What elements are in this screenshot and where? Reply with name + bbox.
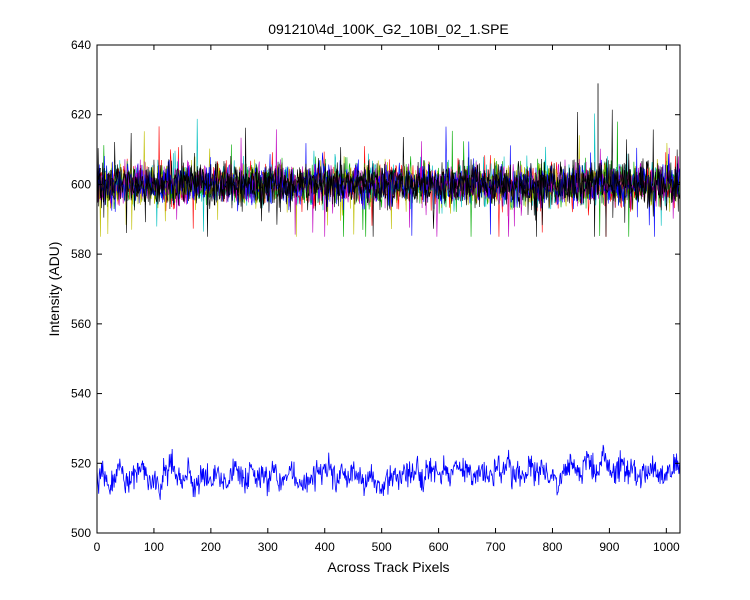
x-tick-label: 500 [372, 540, 392, 554]
y-tick-label: 500 [71, 526, 91, 540]
x-tick-label: 300 [258, 540, 278, 554]
x-tick-label: 800 [542, 540, 562, 554]
y-tick-label: 620 [71, 108, 91, 122]
series-line-frame-8 [96, 109, 681, 237]
ticks-layer: 0 100 200 300 400 500 600 700 800 900 1000 500 520 54… [71, 38, 680, 554]
x-axis-label: Across Track Pixels [327, 559, 449, 575]
plot-background [97, 45, 680, 533]
series-layer [96, 83, 681, 500]
y-axis-label: Intensity (ADU) [46, 242, 62, 337]
y-tick-label: 600 [71, 177, 91, 191]
y-tick-label: 520 [71, 456, 91, 470]
x-tick-label: 900 [599, 540, 619, 554]
series-line-blue [96, 444, 681, 500]
x-tick-label: 100 [144, 540, 164, 554]
series-line-frame-7 [96, 129, 681, 237]
chart-title: 091210\4d_100K_G2_10BI_02_1.SPE [268, 21, 509, 37]
y-tick-label: 580 [71, 247, 91, 261]
x-tick-label: 700 [486, 540, 506, 554]
y-tick-label: 640 [71, 38, 91, 52]
x-tick-label: 1000 [653, 540, 680, 554]
x-tick-label: 400 [315, 540, 335, 554]
plot-area [96, 44, 681, 534]
plot-frame [96, 44, 681, 534]
x-tick-label: 600 [429, 540, 449, 554]
x-tick-label: 0 [94, 540, 101, 554]
x-tick-label: 200 [201, 540, 221, 554]
y-tick-label: 540 [71, 387, 91, 401]
y-tick-label: 560 [71, 317, 91, 331]
